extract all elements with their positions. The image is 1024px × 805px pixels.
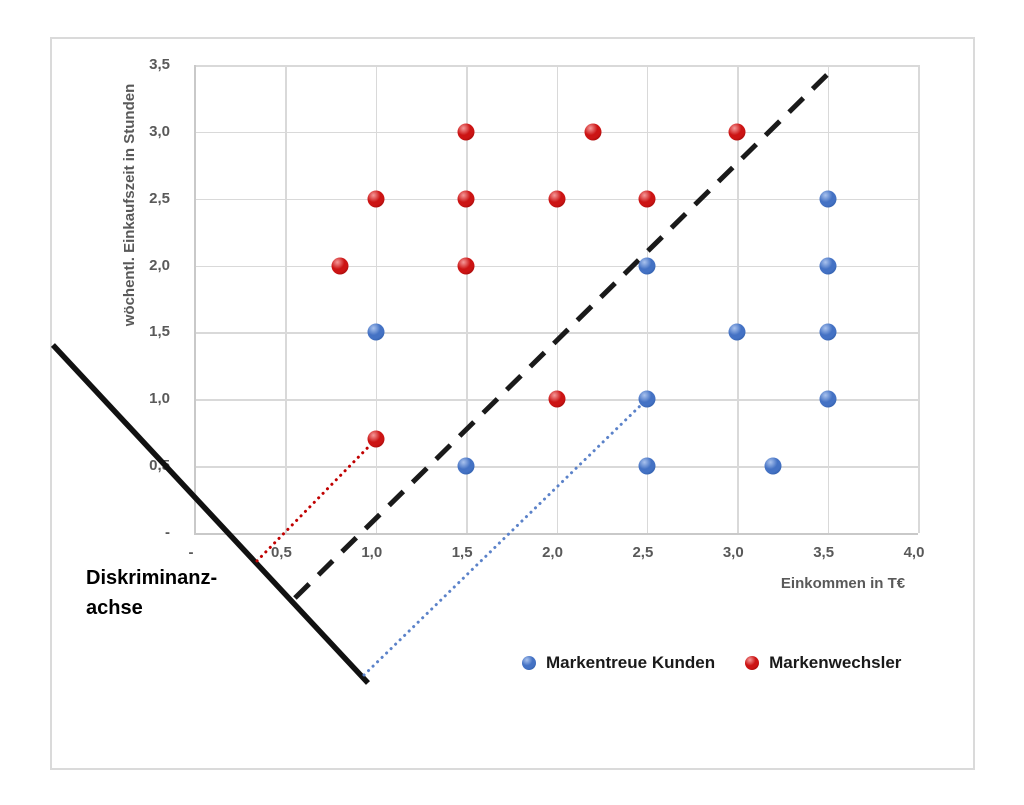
y-axis-line [194, 65, 196, 533]
point-markenwechsler [548, 190, 565, 208]
legend: Markentreue Kunden Markenwechsler [522, 649, 901, 677]
x-tick-label: 4,0 [903, 544, 925, 561]
point-markentreue-kunden [638, 390, 656, 408]
vertical-gridline [285, 65, 287, 533]
point-markentreue-kunden [819, 390, 837, 408]
point-markentreue-kunden [819, 323, 837, 341]
point-markenwechsler [331, 257, 349, 275]
y-tick-label: 2,0 [149, 256, 170, 274]
point-markenwechsler [548, 390, 565, 408]
y-tick-label: 1,5 [149, 323, 170, 341]
discriminant-axis-label-line1: Diskriminanz- [86, 567, 218, 589]
legend-item-markenwechsler: Markenwechsler [745, 653, 901, 673]
point-markenwechsler [367, 190, 385, 208]
point-markenwechsler [728, 123, 746, 141]
legend-item-markentreue-kunden: Markentreue Kunden [522, 653, 715, 673]
y-tick-label: 3,0 [149, 122, 170, 140]
horizontal-gridline [195, 65, 918, 67]
point-markentreue-kunden [819, 257, 837, 275]
point-markenwechsler [638, 190, 656, 208]
point-markentreue-kunden [638, 457, 656, 475]
point-markenwechsler [457, 190, 475, 208]
legend-label: Markenwechsler [769, 653, 902, 672]
point-markenwechsler [584, 123, 602, 141]
vertical-gridline [918, 65, 920, 533]
legend-marker-icon [522, 656, 536, 670]
point-markenwechsler [367, 430, 385, 448]
point-markentreue-kunden [638, 257, 656, 275]
legend-marker-icon [745, 656, 760, 670]
point-markentreue-kunden [728, 323, 746, 341]
point-markentreue-kunden [764, 457, 782, 475]
point-markentreue-kunden [367, 323, 385, 341]
discriminant-axis-label: Diskriminanz- achse [86, 563, 217, 623]
y-tick-label: 3,5 [149, 56, 170, 73]
point-markenwechsler [457, 123, 475, 141]
point-markentreue-kunden [819, 190, 837, 208]
point-markentreue-kunden [457, 457, 475, 475]
legend-label: Markentreue Kunden [546, 653, 716, 672]
y-tick-label: 2,5 [149, 189, 170, 207]
discriminant-axis-label-line2: achse [86, 597, 143, 619]
point-markenwechsler [457, 257, 475, 275]
